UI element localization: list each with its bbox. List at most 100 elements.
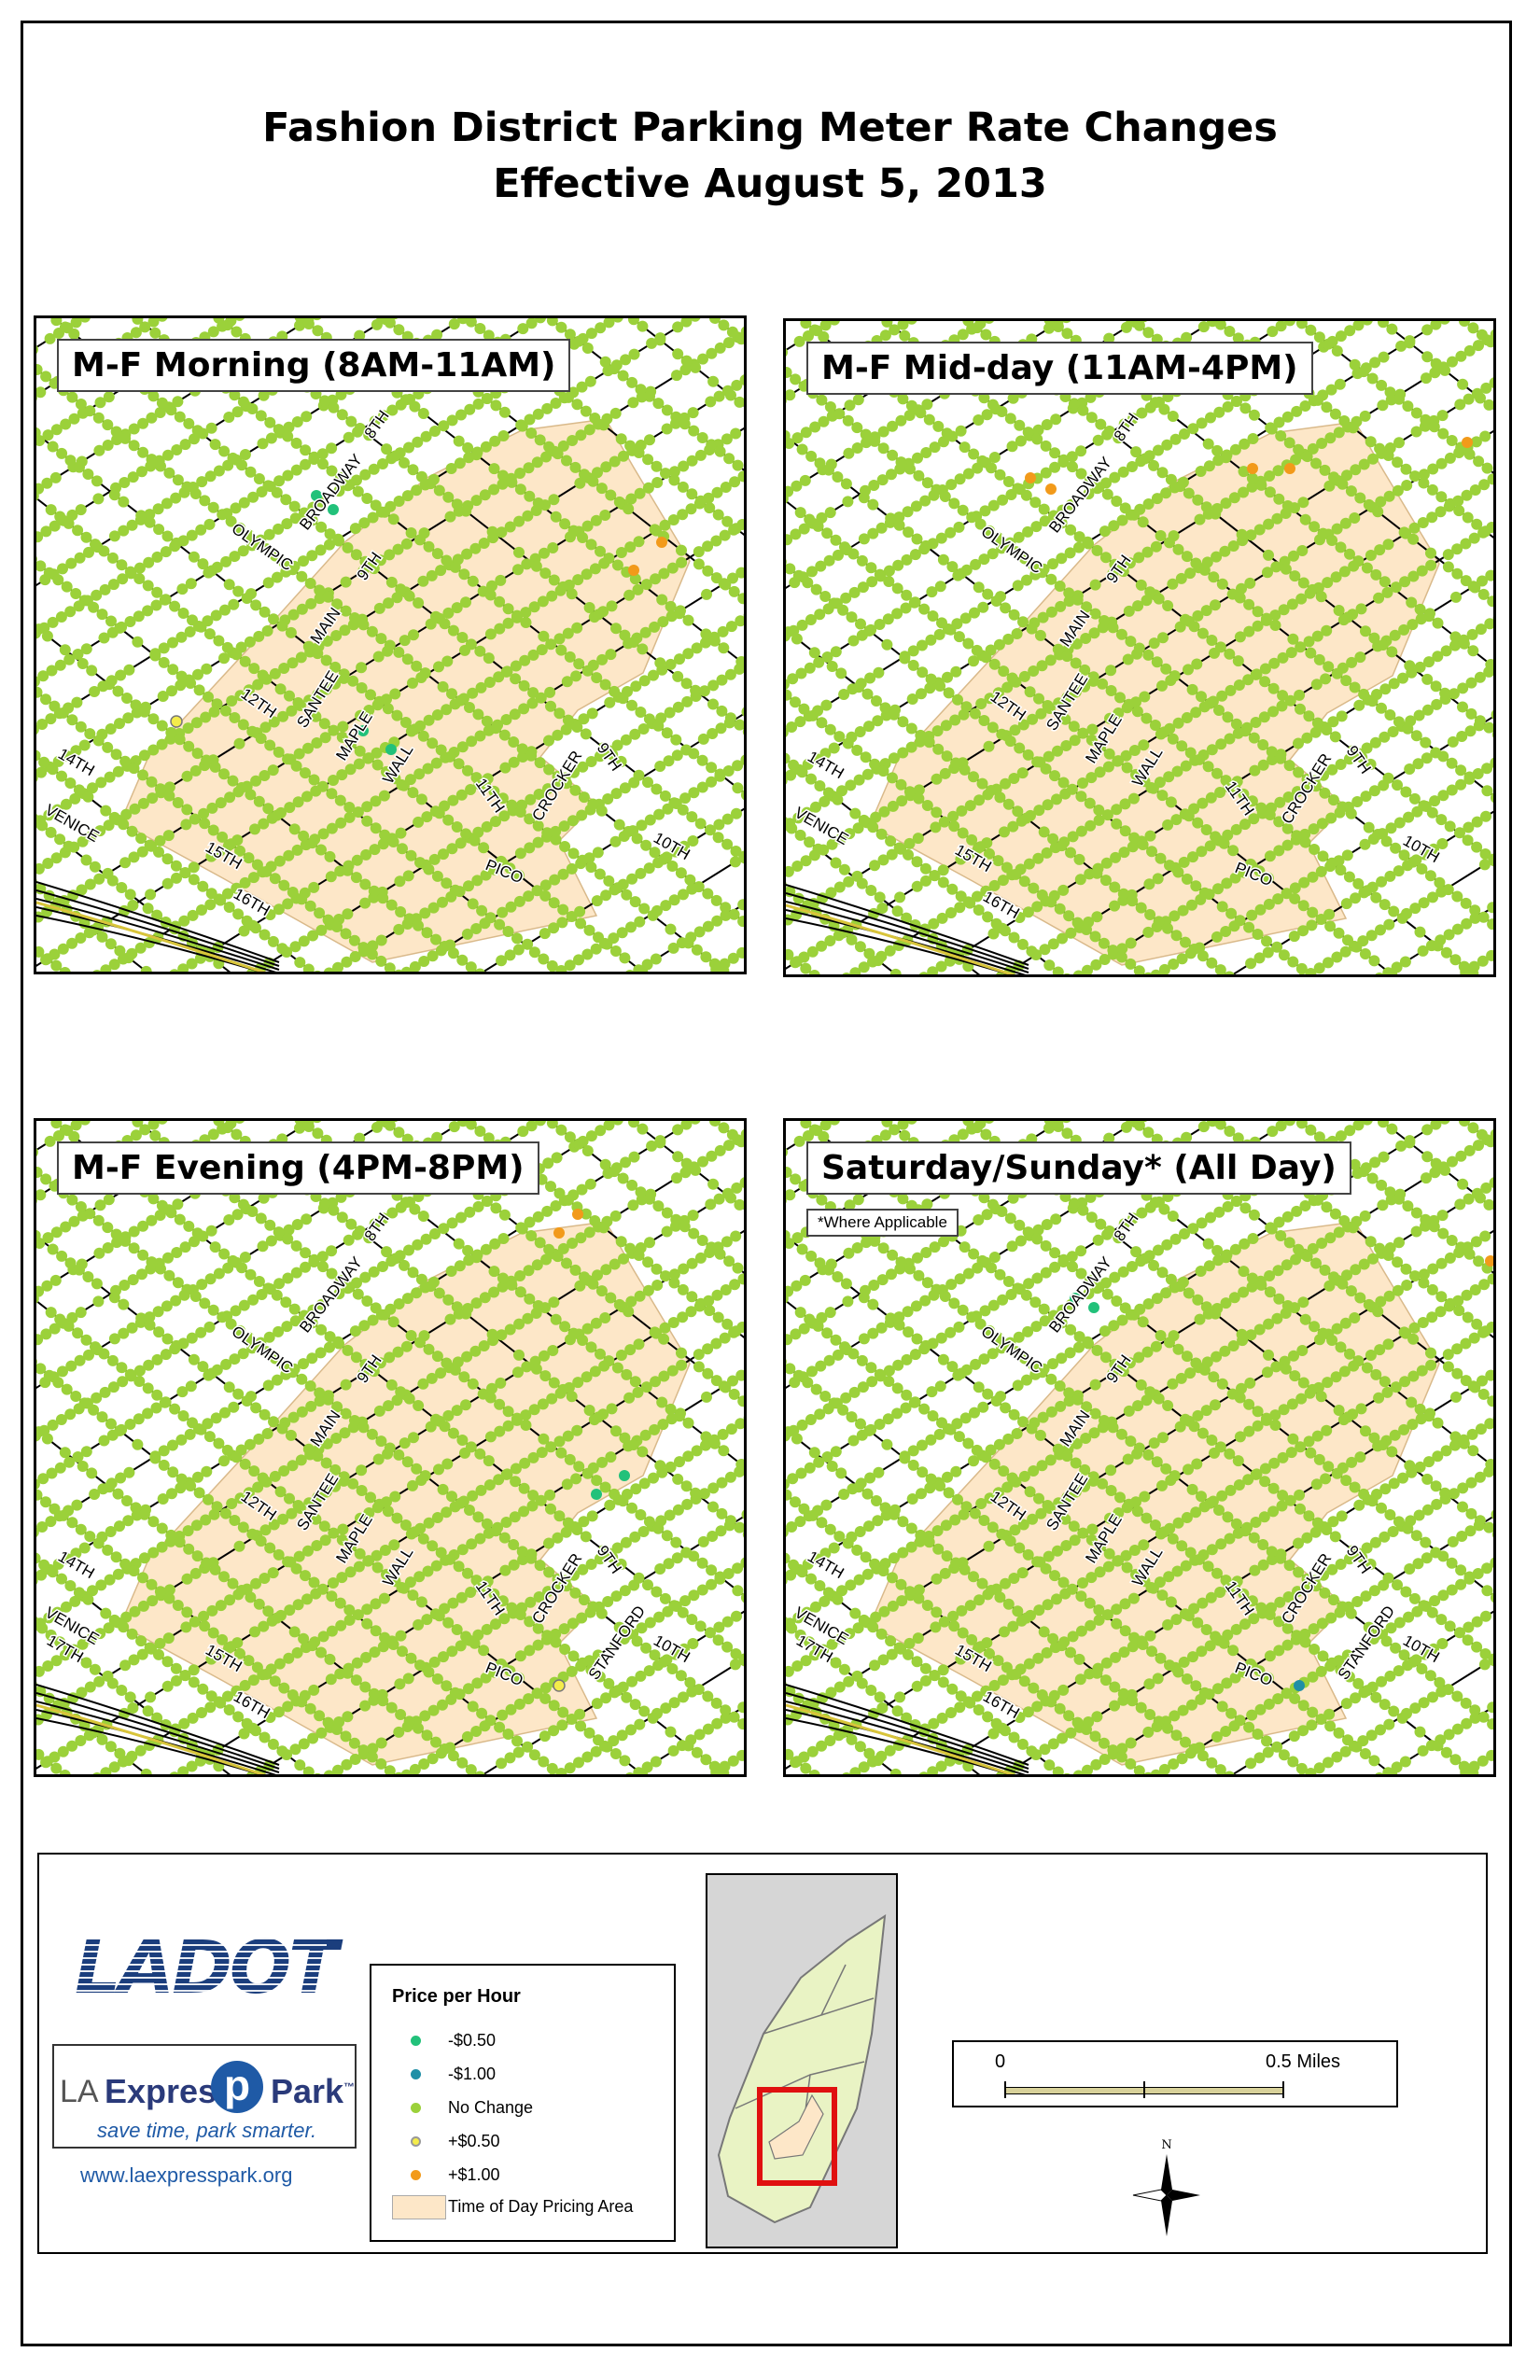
meter-dot [1361,742,1373,754]
meter-dot [546,1393,558,1405]
meter-dot [163,790,175,802]
meter-dot [1483,721,1493,734]
meter-dot [290,760,302,772]
meter-dot [304,1702,316,1715]
meter-dot [1470,436,1482,448]
meter-dot [937,553,949,566]
meter-dot [1289,570,1301,582]
meter-dot [1170,930,1183,942]
meter-dot [1301,732,1313,744]
meter-dot [740,754,744,765]
meter-dot [1018,875,1030,888]
meter-dot [1137,839,1149,850]
meter-dot [717,625,729,637]
meter-dot [292,796,304,808]
meter-dot [907,659,919,671]
meter-dot [1271,941,1283,953]
meter-dot [119,432,132,444]
meter-dot [638,675,651,687]
meter-dot [697,733,709,745]
meter-dot [205,888,217,900]
meter-dot [694,1252,707,1264]
meter-dot [282,1272,294,1284]
meter-dot [315,924,328,936]
meter-dot [1119,825,1131,837]
meter-dot [302,318,315,329]
meter-dot [1310,679,1323,691]
page-frame [21,21,1512,2346]
meter-dot [1309,521,1321,533]
meter-dot [1266,746,1278,758]
meter-dot [1305,324,1317,336]
meter-dot [813,656,825,668]
meter-dot [736,946,744,959]
meter-dot [1122,653,1134,665]
meter-dot [856,877,868,889]
meter-dot [1339,945,1351,958]
meter-dot [735,656,744,667]
meter-dot [1169,910,1181,922]
meter-dot [1139,453,1151,465]
meter-dot [804,662,816,674]
meter-dot [455,694,467,707]
meter-dot [897,747,909,759]
meter-dot [287,564,299,576]
meter-dot [727,1755,739,1767]
meter-dot [187,909,199,921]
meter-dot [668,894,680,906]
meter-dot [745,663,747,674]
meter-dot [957,329,969,341]
meter-dot [824,935,836,946]
meter-dot [824,401,836,413]
meter-dot [724,1471,736,1483]
meter-dot [557,1242,569,1254]
meter-dot [399,635,411,647]
meter-dot [384,639,396,651]
meter-dot [237,1348,249,1360]
meter-dot [303,694,315,707]
meter-dot [879,329,891,342]
meter-dot [253,473,265,484]
meter-dot [796,443,808,455]
meter-dot [1202,438,1214,450]
meter-dot [84,1531,96,1543]
meter-dot [118,819,130,831]
meter-dot [198,1610,210,1622]
meter-dot [223,1704,235,1715]
meter-dot [474,730,486,742]
meter-dot [171,444,183,455]
meter-dot [734,396,744,408]
meter-dot [826,661,838,672]
meter-dot [118,1621,130,1633]
meter-dot [877,426,889,438]
meter-dot [36,1622,49,1634]
map-panel-evening[interactable]: 8TH 9TH OLYMPIC BROADWAY MAIN SANTEE MAPLE WALL… [34,1118,747,1777]
meter-dot [639,626,651,638]
meter-dot [36,862,45,875]
map-panel-morning[interactable]: 8TH 9TH OLYMPIC BROADWAY MAIN SANTEE MAPLE WALL… [34,315,747,974]
meter-dot [635,867,647,879]
meter-dot [712,509,724,521]
meter-dot [1243,625,1255,637]
meter-dot [100,1607,112,1619]
meter-dot [1288,931,1300,943]
meter-dot [205,1690,217,1702]
meter-dot [1001,861,1013,874]
map-panel-midday[interactable]: 8TH 9TH OLYMPIC BROADWAY MAIN SANTEE MAPLE WALL… [783,318,1496,977]
meter-dot [1179,428,1190,440]
meter-dot [474,1771,485,1774]
meter-dot [900,602,912,614]
meter-dot [307,1732,319,1744]
meter-dot [135,833,147,845]
meter-dot [63,1456,76,1468]
meter-dot [1026,945,1038,958]
meter-dot [642,777,653,789]
meter-dot [1413,709,1425,721]
meter-dot [1328,471,1339,483]
meter-dot [934,680,946,692]
meter-dot [881,321,893,328]
meter-dot [665,600,677,612]
meter-dot [70,745,82,757]
meter-dot [624,440,637,452]
meter-dot [635,1670,647,1682]
